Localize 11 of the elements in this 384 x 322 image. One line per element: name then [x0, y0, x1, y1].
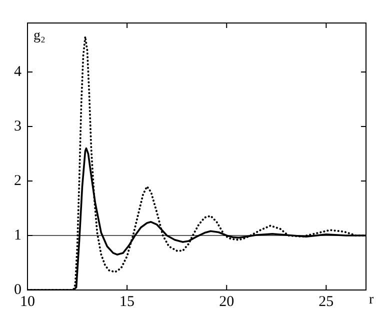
y-tick-label: 2: [14, 172, 22, 189]
x-tick-label: 25: [318, 294, 334, 310]
y-axis-title: g₂: [34, 28, 46, 44]
y-tick-label: 0: [14, 282, 22, 298]
x-tick-label: 10: [20, 294, 35, 310]
y-tick-label: 4: [14, 64, 22, 80]
y-tick-label: 1: [14, 227, 22, 244]
x-tick-label: 15: [120, 294, 135, 310]
y-tick-label: 3: [14, 118, 22, 134]
x-axis-title: r: [369, 292, 374, 308]
x-tick-label: 20: [219, 294, 234, 310]
